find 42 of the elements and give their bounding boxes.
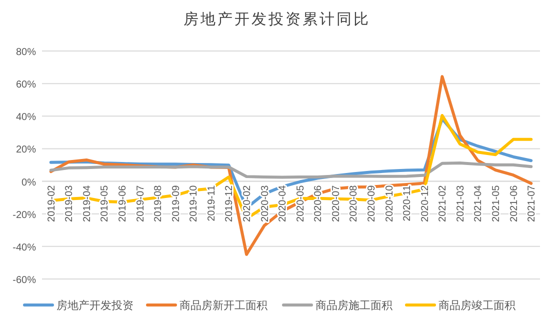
x-tick-label: 2020-05	[295, 184, 306, 222]
x-tick-label: 2019-07	[135, 184, 146, 222]
x-tick-label: 2020-10	[384, 184, 396, 222]
x-tick-label: 2020-11	[402, 184, 414, 222]
x-tick-label: 2020-09	[366, 184, 378, 222]
legend-label: 房地产开发投资	[56, 299, 134, 312]
x-tick-label: 2020-02	[242, 184, 254, 222]
y-tick-label: -20%	[12, 210, 36, 221]
x-tick-label: 2021-03	[455, 184, 466, 222]
x-tick-label: 2021-07	[526, 184, 538, 222]
x-tick-label: 2019-09	[170, 184, 182, 222]
x-tick-label: 2019-03	[64, 184, 76, 222]
x-tick-label: 2019-04	[82, 184, 93, 222]
legend-label: 商品房施工面积	[316, 299, 392, 312]
x-tick-label: 2020-08	[348, 184, 360, 222]
x-tick-label: 2020-06	[313, 184, 324, 222]
x-tick-label: 2021-04	[473, 184, 484, 222]
y-tick-label: 0%	[22, 177, 36, 188]
x-tick-label: 2021-02	[438, 184, 449, 222]
x-tick-label: 2019-11	[206, 184, 218, 222]
y-tick-label: -60%	[12, 275, 36, 286]
x-tick-label: 2021-05	[491, 184, 502, 222]
y-tick-label: 20%	[16, 144, 36, 156]
chart-title: 房地产开发投资累计同比	[184, 11, 370, 28]
line-series	[49, 162, 533, 179]
x-tick-label: 2021-06	[508, 184, 520, 222]
y-tick-label: 80%	[16, 47, 36, 58]
y-tick-label: -40%	[12, 242, 36, 254]
x-tick-label: 2020-03	[260, 184, 271, 222]
x-tick-label: 2019-02	[46, 184, 58, 222]
legend-label: 商品房竣工面积	[438, 299, 516, 312]
x-tick-label: 2019-08	[153, 184, 164, 222]
x-tick-label: 2019-06	[118, 184, 129, 222]
x-tick-label: 2019-10	[188, 184, 200, 222]
x-tick-label: 2020-04	[278, 184, 289, 222]
x-tick-label: 2020-07	[330, 184, 342, 222]
x-tick-label: 2019-05	[100, 184, 111, 222]
y-tick-label: 40%	[16, 112, 36, 124]
y-tick-label: 60%	[16, 80, 36, 91]
x-tick-label: 2019-12	[224, 184, 236, 222]
x-tick-label: 2020-12	[420, 184, 431, 222]
legend-label: 商品房新开工面积	[180, 299, 268, 312]
